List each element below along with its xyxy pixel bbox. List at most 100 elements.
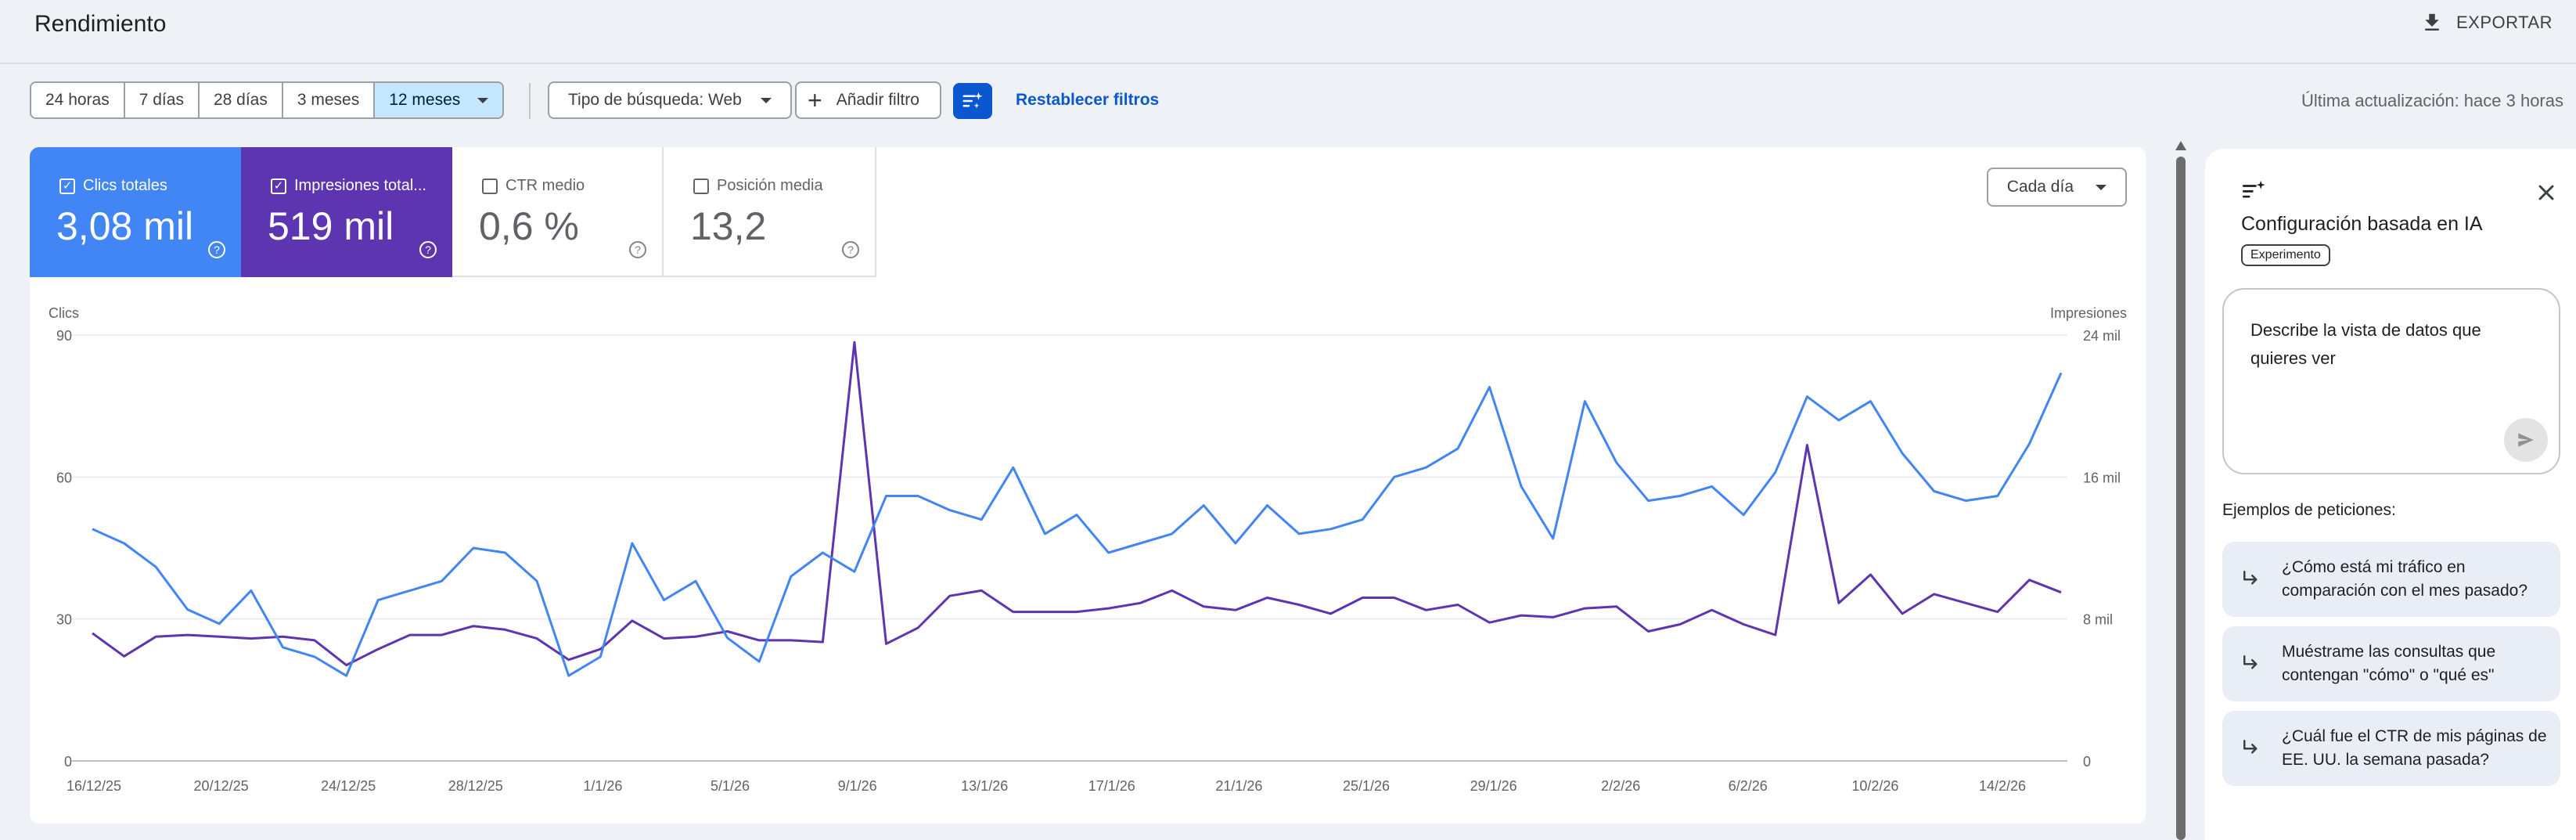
chevron-down-icon (477, 97, 489, 103)
x-tick-label: 28/12/25 (448, 778, 503, 794)
chevron-down-icon (760, 97, 772, 103)
metric-clicks-value: 3,08 mil (56, 204, 194, 248)
y-tick-label-right: 16 mil (2083, 470, 2121, 485)
x-tick-label: 29/1/26 (1470, 778, 1517, 794)
y-tick-label-left: 0 (64, 754, 72, 770)
ai-filter-icon (962, 92, 983, 109)
granularity-dropdown[interactable]: Cada día (1986, 168, 2127, 207)
help-icon[interactable]: ? (419, 241, 437, 258)
date-range-3m[interactable]: 3 meses (282, 83, 376, 117)
example-prompt-text: Muéstrame las consultas que contengan "c… (2282, 643, 2496, 684)
x-tick-label: 14/2/26 (1979, 778, 2026, 794)
filter-bar: 24 horas 7 días 28 días 3 meses 12 meses… (0, 81, 2576, 121)
example-prompt-text: ¿Cómo está mi tráfico en comparación con… (2282, 558, 2528, 600)
ai-panel-title: Configuración basada en IA (2241, 213, 2483, 235)
download-icon (2425, 13, 2439, 31)
x-tick-label: 13/1/26 (961, 778, 1008, 794)
date-range-12m[interactable]: 12 meses (375, 83, 503, 117)
x-tick-label: 17/1/26 (1088, 778, 1135, 794)
scrollbar-thumb[interactable] (2176, 157, 2186, 840)
metric-ctr-value: 0,6 % (479, 204, 579, 248)
help-icon[interactable]: ? (208, 241, 225, 258)
y-tick-label-right: 0 (2083, 754, 2091, 770)
divider (529, 83, 531, 119)
metric-impressions[interactable]: ✓ Impresiones total... 519 mil ? (241, 147, 452, 277)
metric-ctr-header: CTR medio (482, 177, 585, 195)
x-tick-label: 16/12/25 (67, 778, 121, 794)
example-prompt[interactable]: Muéstrame las consultas que contengan "c… (2222, 626, 2560, 701)
x-tick-label: 2/2/26 (1601, 778, 1640, 794)
y-tick-label-right: 8 mil (2083, 612, 2113, 628)
scroll-up-arrow-icon[interactable] (2175, 141, 2186, 150)
export-label: EXPORTAR (2456, 13, 2553, 32)
help-icon[interactable]: ? (629, 241, 646, 258)
granularity-label: Cada día (2006, 178, 2074, 196)
send-button[interactable] (2504, 418, 2548, 462)
date-range-12m-label: 12 meses (389, 91, 461, 109)
performance-chart: 0 0 30 8 mil 60 16 mil 90 24 mil Clics Impresione… (49, 305, 2127, 794)
reply-arrow-icon (2243, 655, 2258, 669)
y-tick-label-left: 90 (56, 328, 72, 344)
experiment-badge: Experimento (2241, 244, 2330, 266)
x-tick-label: 9/1/26 (838, 778, 877, 794)
reply-arrow-icon (2243, 740, 2258, 754)
close-icon[interactable] (2534, 180, 2559, 205)
y-tick-label-left: 30 (56, 612, 72, 628)
series-line-impresiones (92, 341, 2062, 667)
metric-position-label: Posición media (717, 177, 823, 194)
metric-impressions-header: ✓ Impresiones total... (271, 177, 426, 195)
example-prompt[interactable]: ¿Cómo está mi tráfico en comparación con… (2222, 542, 2560, 617)
date-range-selector: 24 horas 7 días 28 días 3 meses 12 meses (30, 81, 505, 119)
metric-impressions-label: Impresiones total... (294, 177, 426, 194)
metric-position-header: Posición media (693, 177, 823, 195)
checkbox-checked-icon[interactable]: ✓ (271, 178, 286, 194)
ai-filter-button[interactable] (953, 83, 992, 119)
x-tick-label: 6/2/26 (1729, 778, 1768, 794)
y-axis-label-left: Clics (49, 305, 79, 321)
examples-title: Ejemplos de peticiones: (2222, 501, 2396, 519)
add-filter-label: Añadir filtro (836, 91, 919, 109)
plus-icon: + (808, 86, 822, 114)
performance-card: ✓ Clics totales 3,08 mil ? ✓ Impresiones… (30, 147, 2146, 824)
metric-ctr-label: CTR medio (505, 177, 585, 194)
y-tick-label-right: 24 mil (2083, 328, 2121, 344)
series-line-clics (92, 372, 2063, 677)
metric-clicks-label: Clics totales (83, 177, 167, 194)
ai-filter-icon (2242, 180, 2265, 198)
date-range-7d[interactable]: 7 días (124, 83, 200, 117)
metric-clicks[interactable]: ✓ Clics totales 3,08 mil ? (30, 147, 241, 277)
checkbox-checked-icon[interactable]: ✓ (59, 178, 75, 194)
send-icon (2518, 433, 2534, 447)
y-tick-label-left: 60 (56, 470, 72, 485)
x-tick-label: 21/1/26 (1215, 778, 1262, 794)
x-tick-label: 24/12/25 (321, 778, 376, 794)
chevron-down-icon (2096, 184, 2106, 190)
date-range-24h[interactable]: 24 horas (31, 83, 125, 117)
y-axis-label-right: Impresiones (2050, 305, 2127, 321)
metric-position-value: 13,2 (690, 204, 767, 248)
ai-prompt-input[interactable]: Describe la vista de datos que quieres v… (2222, 288, 2560, 474)
search-type-label: Tipo de búsqueda: Web (568, 91, 742, 109)
checkbox-unchecked-icon[interactable] (482, 178, 498, 194)
ai-prompt-placeholder: Describe la vista de datos que quieres v… (2250, 320, 2481, 368)
page-header: Rendimiento EXPORTAR (0, 0, 2576, 64)
add-filter-button[interactable]: + Añadir filtro (795, 81, 941, 119)
metric-clicks-header: ✓ Clics totales (59, 177, 167, 195)
metric-impressions-value: 519 mil (268, 204, 394, 248)
metric-ctr[interactable]: CTR medio 0,6 % ? (452, 147, 664, 277)
search-type-dropdown[interactable]: Tipo de búsqueda: Web (548, 81, 792, 119)
reset-filters-link[interactable]: Restablecer filtros (1016, 91, 1160, 109)
help-icon[interactable]: ? (842, 241, 859, 258)
export-button[interactable]: EXPORTAR (2420, 11, 2553, 34)
example-prompt-text: ¿Cuál fue el CTR de mis páginas de EE. U… (2282, 727, 2547, 769)
scrollbar[interactable] (2175, 141, 2186, 840)
metric-position[interactable]: Posición media 13,2 ? (664, 147, 876, 277)
example-prompt[interactable]: ¿Cuál fue el CTR de mis páginas de EE. U… (2222, 711, 2560, 786)
checkbox-unchecked-icon[interactable] (693, 178, 709, 194)
last-update-text: Última actualización: hace 3 horas (2301, 91, 2563, 110)
x-tick-label: 1/1/26 (583, 778, 622, 794)
date-range-28d[interactable]: 28 días (199, 83, 283, 117)
x-tick-label: 20/12/25 (194, 778, 249, 794)
page-title: Rendimiento (34, 11, 167, 37)
x-tick-label: 10/2/26 (1851, 778, 1898, 794)
